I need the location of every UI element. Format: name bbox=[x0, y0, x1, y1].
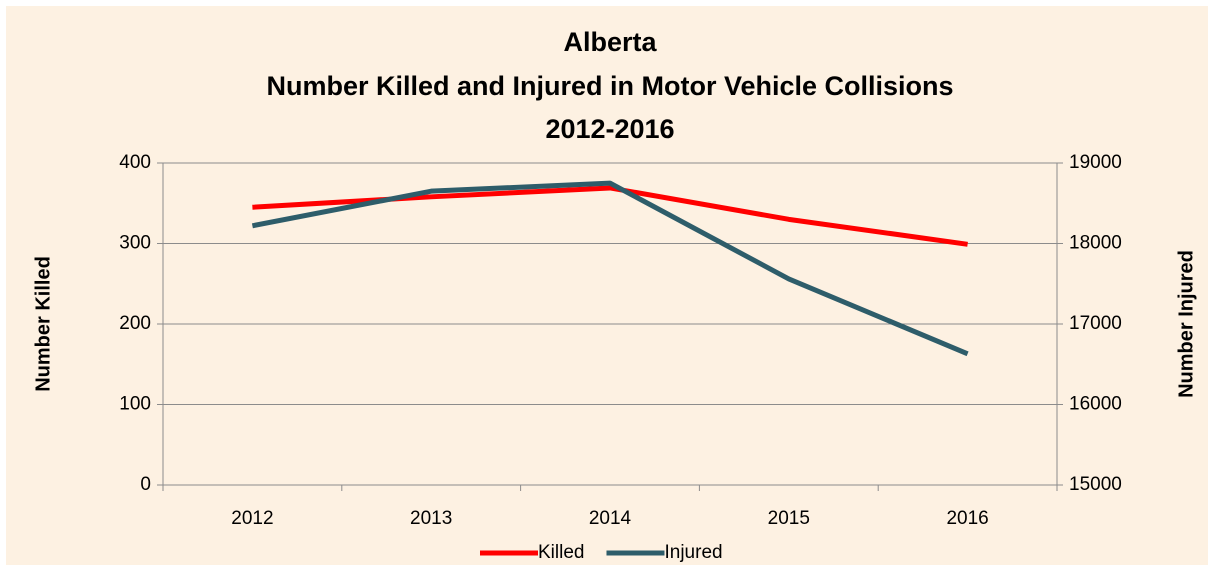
chart-title: Alberta bbox=[563, 27, 657, 57]
y2-tick-label: 17000 bbox=[1069, 313, 1122, 334]
x-tick-label: 2015 bbox=[768, 508, 810, 529]
y-tick-label: 200 bbox=[119, 313, 151, 334]
y-tick-label: 400 bbox=[119, 152, 151, 173]
chart-background bbox=[6, 6, 1208, 565]
y-tick-label: 100 bbox=[119, 394, 151, 415]
legend-label: Injured bbox=[664, 542, 722, 563]
legend-label: Killed bbox=[538, 542, 584, 563]
y2-tick-label: 15000 bbox=[1069, 474, 1122, 495]
x-tick-label: 2014 bbox=[589, 508, 632, 529]
y2-tick-label: 18000 bbox=[1069, 233, 1122, 254]
y2-tick-label: 16000 bbox=[1069, 394, 1122, 415]
chart-title: 2012-2016 bbox=[545, 114, 674, 144]
y2-axis-title: Number Injured bbox=[1175, 250, 1197, 398]
y-axis-title: Number Killed bbox=[32, 256, 54, 392]
x-tick-label: 2012 bbox=[231, 508, 273, 529]
y-tick-label: 300 bbox=[119, 233, 151, 254]
y2-tick-label: 19000 bbox=[1069, 152, 1122, 173]
x-tick-label: 2013 bbox=[410, 508, 452, 529]
x-tick-label: 2016 bbox=[946, 508, 988, 529]
series-line bbox=[251, 180, 969, 357]
y-tick-label: 0 bbox=[140, 474, 151, 495]
chart-title: Number Killed and Injured in Motor Vehic… bbox=[266, 71, 953, 101]
